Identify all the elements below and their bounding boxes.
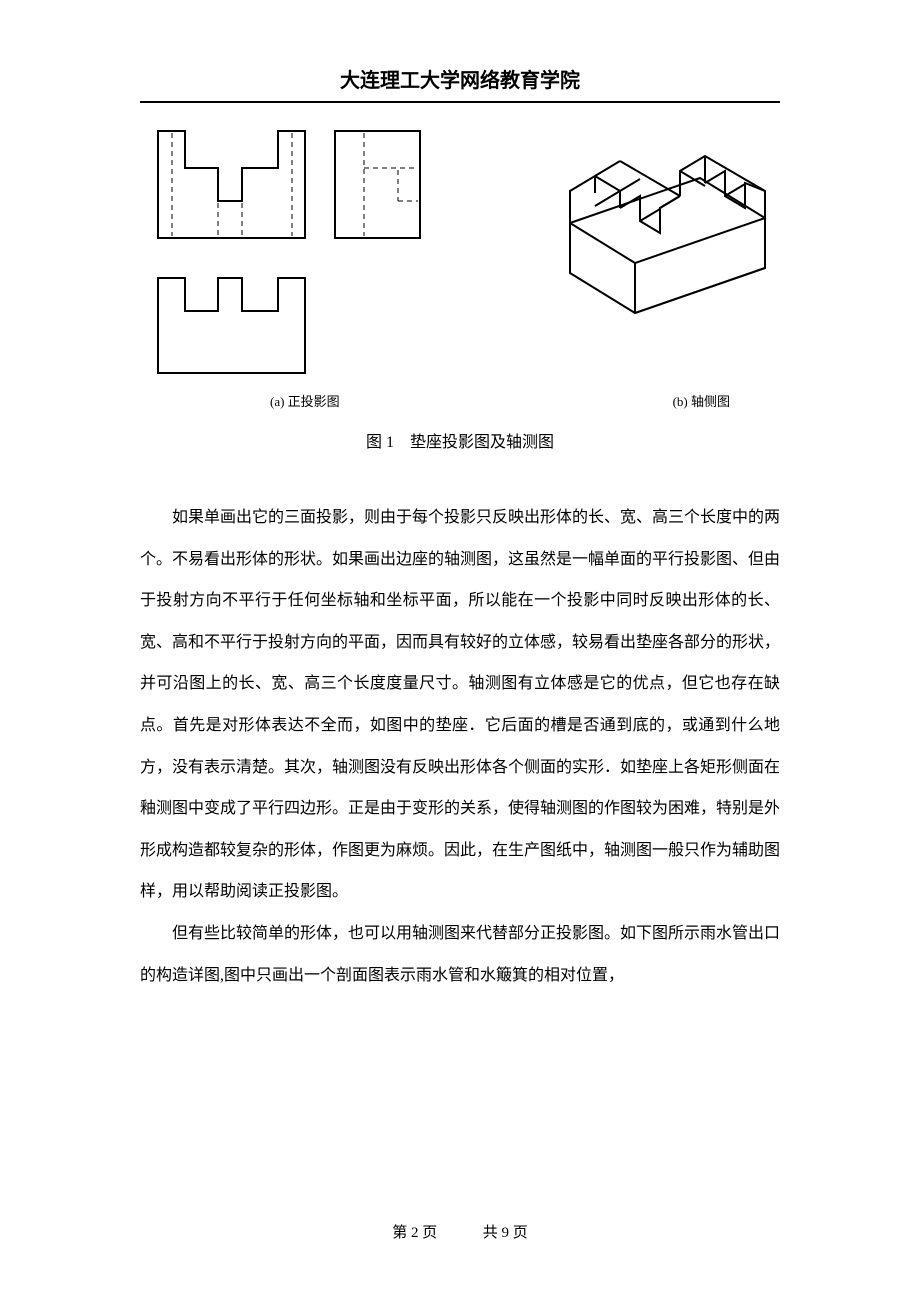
footer-total-label: 共: [483, 1225, 498, 1241]
footer-unit-1: 页: [422, 1225, 437, 1241]
figure-label-b: (b) 轴侧图: [673, 391, 730, 410]
axonometric-svg: [560, 153, 780, 353]
page-header: 大连理工大学网络教育学院: [140, 64, 780, 103]
footer-current-label: 第: [392, 1225, 407, 1241]
header-title: 大连理工大学网络教育学院: [340, 70, 580, 92]
paragraph-2: 但有些比较简单的形体，也可以用轴测图来代替部分正投影图。如下图所示雨水管出口的构…: [140, 913, 780, 996]
body-text: 如果单画出它的三面投影，则由于每个投影只反映出形体的长、宽、高三个长度中的两个。…: [140, 497, 780, 996]
figure-labels-row: (a) 正投影图 (b) 轴侧图: [140, 391, 780, 410]
figure-label-a: (a) 正投影图: [270, 391, 340, 410]
figure-content: [140, 123, 780, 383]
orthographic-svg: [140, 123, 430, 378]
footer-current-page: 2: [411, 1225, 419, 1241]
figure-caption: 图 1 垫座投影图及轴测图: [140, 428, 780, 452]
orthographic-views: [140, 123, 430, 383]
figure-area: (a) 正投影图 (b) 轴侧图 图 1 垫座投影图及轴测图: [140, 123, 780, 452]
footer-total-page: 9: [502, 1225, 510, 1241]
axonometric-view: [560, 153, 780, 358]
page-footer: 第 2 页 共 9 页: [0, 1221, 920, 1242]
footer-unit-2: 页: [513, 1225, 528, 1241]
paragraph-1: 如果单画出它的三面投影，则由于每个投影只反映出形体的长、宽、高三个长度中的两个。…: [140, 497, 780, 913]
page-container: 大连理工大学网络教育学院: [0, 0, 920, 996]
